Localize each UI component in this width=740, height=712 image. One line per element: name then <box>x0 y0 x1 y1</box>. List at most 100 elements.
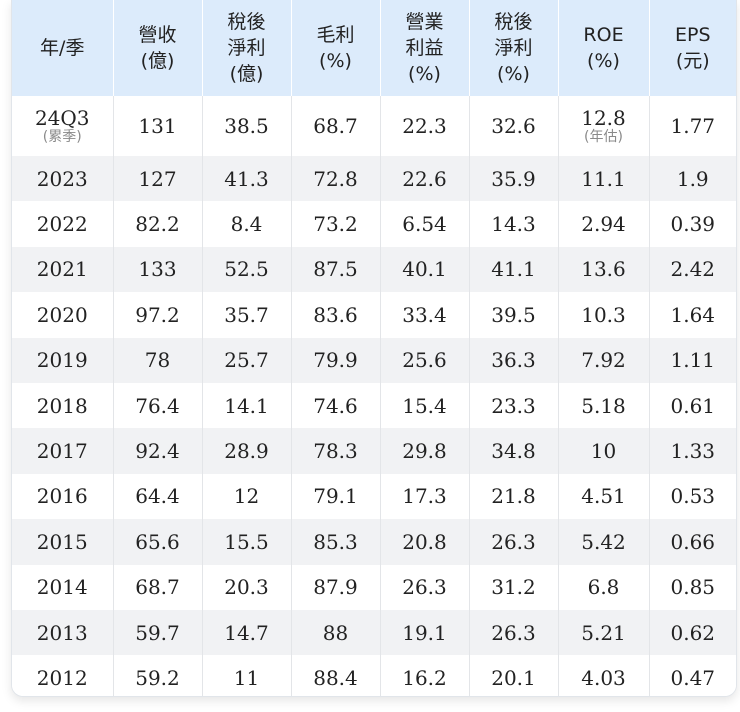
cell-revenue: 59.7 <box>112 609 202 656</box>
cell-roe: 10 <box>557 428 649 474</box>
cell-period: 2021 <box>12 246 113 293</box>
header-eps-line2: (元) <box>675 50 710 72</box>
cell-period: 2018 <box>12 382 113 429</box>
table-row-latest: 24Q3 (累季) 131 38.5 68.7 22.3 32.6 12.8 (… <box>12 96 736 156</box>
cell-net-income: 20.3 <box>201 564 291 610</box>
cell-operating-margin: 6.54 <box>379 201 469 247</box>
cell-net-margin: 21.8 <box>468 473 558 520</box>
header-net-margin: 稅後淨利 (%) <box>468 0 558 96</box>
cell-period: 2013 <box>12 609 113 656</box>
cell-net-margin: 41.1 <box>468 246 558 293</box>
cell-roe: 13.6 <box>557 246 649 293</box>
table-row: 2020 97.2 35.7 83.6 33.4 39.5 10.3 1.64 <box>12 292 736 338</box>
roe-note: (年估) <box>584 129 623 145</box>
cell-eps: 0.61 <box>648 382 736 429</box>
cell-roe: 4.03 <box>557 655 649 696</box>
header-period: 年/季 <box>12 0 113 96</box>
cell-net-income: 14.1 <box>201 382 291 429</box>
cell-eps: 1.9 <box>648 156 736 202</box>
cell-operating-margin: 22.6 <box>379 156 469 202</box>
cell-operating-margin: 16.2 <box>379 655 469 696</box>
financial-table-card: 年/季 營收 (億) 稅後 淨利 (億) 毛利 (%) 營業 利益 (%) 稅後 淨利 (%) ROE (%)… <box>11 0 737 697</box>
cell-gross-margin: 72.8 <box>290 156 380 202</box>
cell-revenue: 97.2 <box>112 292 202 338</box>
cell-roe: 6.8 <box>557 564 649 610</box>
cell-net-margin: 36.3 <box>468 337 558 383</box>
cell-roe: 2.94 <box>557 201 649 247</box>
table-row: 2022 82.2 8.4 73.2 6.54 14.3 2.94 0.39 <box>12 201 736 247</box>
cell-gross-margin: 79.9 <box>290 337 380 383</box>
header-operating-margin-line3: (%) <box>408 63 441 85</box>
header-gross-margin: 毛利 (%) <box>290 0 380 96</box>
table-row: 2023 127 41.3 72.8 22.6 35.9 11.1 1.9 <box>12 156 736 202</box>
cell-gross-margin: 78.3 <box>290 428 380 474</box>
cell-net-margin: 32.6 <box>468 96 558 156</box>
cell-gross-margin: 79.1 <box>290 473 380 520</box>
cell-revenue: 92.4 <box>112 428 202 474</box>
header-net-margin-line3: (%) <box>497 63 530 85</box>
header-net-margin-line1: 稅後 <box>494 11 533 33</box>
cell-net-income: 8.4 <box>201 201 291 247</box>
cell-net-margin: 23.3 <box>468 382 558 429</box>
cell-gross-margin: 88 <box>290 609 380 656</box>
cell-net-income: 11 <box>201 655 291 696</box>
header-roe: ROE (%) <box>557 0 649 96</box>
header-period-line1: 年/季 <box>40 37 85 59</box>
cell-operating-margin: 40.1 <box>379 246 469 293</box>
table-row: 2016 64.4 12 79.1 17.3 21.8 4.51 0.53 <box>12 473 736 520</box>
cell-eps: 0.39 <box>648 201 736 247</box>
cell-period: 2019 <box>12 337 113 383</box>
cell-operating-margin: 15.4 <box>379 382 469 429</box>
header-revenue-line1: 營收 <box>138 24 177 46</box>
header-net-income: 稅後 淨利 (億) <box>201 0 291 96</box>
cell-eps: 0.66 <box>648 519 736 565</box>
cell-operating-margin: 26.3 <box>379 564 469 610</box>
cell-gross-margin: 85.3 <box>290 519 380 565</box>
table-row: 2018 76.4 14.1 74.6 15.4 23.3 5.18 0.61 <box>12 382 736 429</box>
cell-operating-margin: 22.3 <box>379 96 469 156</box>
cell-roe: 5.42 <box>557 519 649 565</box>
table-row: 2017 92.4 28.9 78.3 29.8 34.8 10 1.33 <box>12 428 736 474</box>
cell-gross-margin: 73.2 <box>290 201 380 247</box>
cell-eps: 1.64 <box>648 292 736 338</box>
cell-roe: 11.1 <box>557 156 649 202</box>
cell-roe: 5.21 <box>557 609 649 656</box>
header-operating-margin: 營業 利益 (%) <box>379 0 469 96</box>
cell-net-margin: 34.8 <box>468 428 558 474</box>
cell-net-income: 14.7 <box>201 609 291 656</box>
cell-net-margin: 31.2 <box>468 564 558 610</box>
cell-net-income: 15.5 <box>201 519 291 565</box>
cell-revenue: 127 <box>112 156 202 202</box>
cell-gross-margin: 74.6 <box>290 382 380 429</box>
header-net-margin-line2: 淨利 <box>494 37 533 59</box>
cell-operating-margin: 33.4 <box>379 292 469 338</box>
table-header: 年/季 營收 (億) 稅後 淨利 (億) 毛利 (%) 營業 利益 (%) 稅後 淨利 (%) ROE (%)… <box>12 0 736 96</box>
header-roe-line1: ROE <box>583 24 624 46</box>
cell-operating-margin: 25.6 <box>379 337 469 383</box>
table-row: 2013 59.7 14.7 88 19.1 26.3 5.21 0.62 <box>12 609 736 656</box>
cell-net-margin: 26.3 <box>468 609 558 656</box>
cell-revenue: 65.6 <box>112 519 202 565</box>
cell-net-margin: 39.5 <box>468 292 558 338</box>
cell-revenue: 64.4 <box>112 473 202 520</box>
cell-eps: 0.47 <box>648 655 736 696</box>
cell-net-margin: 20.1 <box>468 655 558 696</box>
period-note: (累季) <box>42 129 82 145</box>
header-operating-margin-line1: 營業 <box>405 11 444 33</box>
cell-period: 2020 <box>12 292 113 338</box>
cell-gross-margin: 83.6 <box>290 292 380 338</box>
cell-net-income: 41.3 <box>201 156 291 202</box>
cell-net-income: 35.7 <box>201 292 291 338</box>
cell-revenue: 78 <box>112 337 202 383</box>
cell-revenue: 68.7 <box>112 564 202 610</box>
cell-gross-margin: 87.9 <box>290 564 380 610</box>
cell-operating-margin: 29.8 <box>379 428 469 474</box>
cell-revenue: 131 <box>112 96 202 156</box>
cell-period: 2016 <box>12 473 113 520</box>
cell-eps: 1.77 <box>648 96 736 156</box>
cell-gross-margin: 87.5 <box>290 246 380 293</box>
table-row: 2019 78 25.7 79.9 25.6 36.3 7.92 1.11 <box>12 337 736 383</box>
cell-period: 24Q3 (累季) <box>12 96 113 156</box>
cell-eps: 1.33 <box>648 428 736 474</box>
cell-eps: 0.62 <box>648 609 736 656</box>
